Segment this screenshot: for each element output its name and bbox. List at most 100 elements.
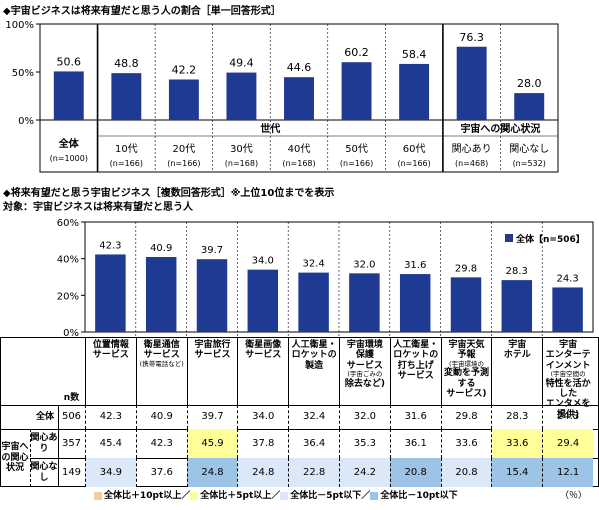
chart1-category-label: 50代 [345,143,368,155]
chart1-bar [111,73,142,120]
table-value-cell: 24.8 [186,458,238,487]
section1-title: ◆宇宙ビジネスは将来有望だと思う人の割合［単一回答形式］ [3,6,281,17]
category-label: サービス [346,360,383,371]
category-label: 宇宙 [508,340,527,350]
table-category-header: 宇宙旅行 サービス [186,337,238,405]
table-value-cell: 34.0 [237,405,288,429]
table-category-header: 宇宙天気 予報 (宇宙環境の 変動を予測する サービス) [440,337,492,405]
chart1-group-label: 世代 [260,122,280,135]
chart1-bar [168,79,199,120]
category-label: サービス [245,350,282,361]
legend-swatch [94,491,102,500]
chart1-bar [226,72,257,120]
chart2-value-label: 40.9 [150,243,172,254]
chart2-value-label: 34.0 [252,256,274,267]
chart2-ytick-label: 0% [63,328,79,337]
table-row-line [0,429,599,430]
chart1-bar [456,46,487,120]
category-label: 予報 [457,350,476,361]
chart1-value-label: 44.6 [287,61,312,74]
category-label: サービス) [446,388,487,399]
table-value-cell: 45.4 [85,429,136,458]
table-value-cell: 31.6 [389,405,441,429]
chart1-ytick-label: 50% [12,68,34,79]
chart1-value-label: 58.4 [402,48,427,61]
chart1-ytick-label: 0% [18,116,34,127]
chart1-category-label: 30代 [230,143,253,155]
table-value-cell: 28.3 [491,405,542,429]
chart1-value-label: 42.2 [172,63,197,76]
category-label: ロケットの [393,350,439,361]
legend-swatch [280,491,289,500]
category-note: (宇宙空間の [550,370,586,379]
chart1-category-label: 60代 [403,143,426,155]
chart1-value-label: 50.6 [57,55,82,68]
chart1-group-label: 宇宙への関心状況 [460,122,540,135]
chart2-bar [298,272,329,332]
chart1-bar [284,77,314,120]
category-label: エンターテ [545,350,591,361]
row-label: 関心あり [30,433,58,454]
category-label: 衛星画像 [245,340,282,350]
table-value-cell: 29.4 [542,429,593,458]
category-label: 保護 [355,350,374,361]
category-label: 製造 [305,360,324,371]
chart1-n-label: (n=166) [110,159,143,168]
table-category-header: 宇宙 エンターテ インメント (宇宙空間の 特性を活かした エンタメを提供) [542,337,593,420]
chart1-n-label: (n=166) [340,159,373,168]
row-n-value: 506 [61,411,82,423]
chart2-svg: 0% 20% 40% 60% 42.3 40.9 39.7 34.0 32.4 32.0 31.6 2… [57,218,594,337]
chart2-bar [552,287,583,332]
chart1-n-label: (n=532) [513,159,546,168]
category-label: サービス [194,350,231,361]
chart1-svg: 0% 50% 100% 50.6 全体 (n=1000) 48.8 10代 (n=166) 42.… [5,20,559,173]
chart2-value-label: 24.3 [556,273,578,284]
category-label: サービス [92,350,129,361]
chart1-n-label: (n=168) [225,159,258,168]
chart2-bar [450,277,482,332]
legend-item-label: 全体比－5pt以下／ [290,491,371,501]
chart2-bar [399,274,431,332]
chart1-n-label: (n=166) [167,159,200,168]
category-label: 打ち上げ [397,360,434,371]
table-category-header: 人工衛星・ ロケットの 打ち上げ サービス [389,337,441,405]
chart2-bar [95,254,126,332]
table-value-cell: 37.8 [237,429,288,458]
chart2-value-label: 32.0 [353,259,375,270]
chart1-value-label: 60.2 [344,46,369,59]
category-label: 特性を活かした [545,378,591,399]
table-value-cell: 36.4 [288,429,339,458]
chart1-category-label: 関心なし [509,143,549,155]
category-label: ホテル [503,350,531,361]
category-label: エンタメを提供) [545,399,591,420]
table-value-cell: 12.1 [542,458,593,487]
category-label: インメント [545,360,591,371]
table-col-line [58,405,59,487]
chart2-ytick-label: 20% [57,291,79,302]
chart2-value-label: 29.8 [455,263,477,274]
chart1-category-label: 関心あり [452,143,492,155]
table-value-cell: 24.3 [542,405,593,429]
table-value-cell: 24.8 [237,458,289,487]
category-label: 変動を予測する [443,368,489,389]
chart2-ytick-label: 40% [57,255,79,266]
table-value-cell: 33.6 [491,429,543,458]
category-note: (宇宙ごみの [347,370,383,379]
chart1-category-label: 全体 [58,137,80,150]
table-value-cell: 36.1 [389,429,441,458]
category-label: 人工衛星・ [393,340,439,350]
row-n-value: 149 [61,466,82,478]
table-category-header: 人工衛星・ ロケットの 製造 [288,337,339,405]
chart1-bar [399,63,430,120]
legend-item-label: 全体比－10pt以下 [380,491,458,501]
chart2-table: 位置情報 サービス 衛星通信 サービス (携帯電話など) 宇宙旅行 サービス 衛星画像 サービス… [0,337,599,487]
chart2-value-label: 39.7 [201,245,223,256]
table-value-cell: 15.4 [491,458,543,487]
chart1-value-label: 76.3 [459,31,484,44]
chart2-legend-label: 全体【n=506】 [515,233,585,245]
chart1-n-label: (n=166) [397,159,430,168]
chart2-value-label: 32.4 [302,259,324,270]
row-n-value: 357 [61,437,82,449]
chart2-bar [196,259,228,332]
category-label: 人工衛星・ [291,340,337,350]
